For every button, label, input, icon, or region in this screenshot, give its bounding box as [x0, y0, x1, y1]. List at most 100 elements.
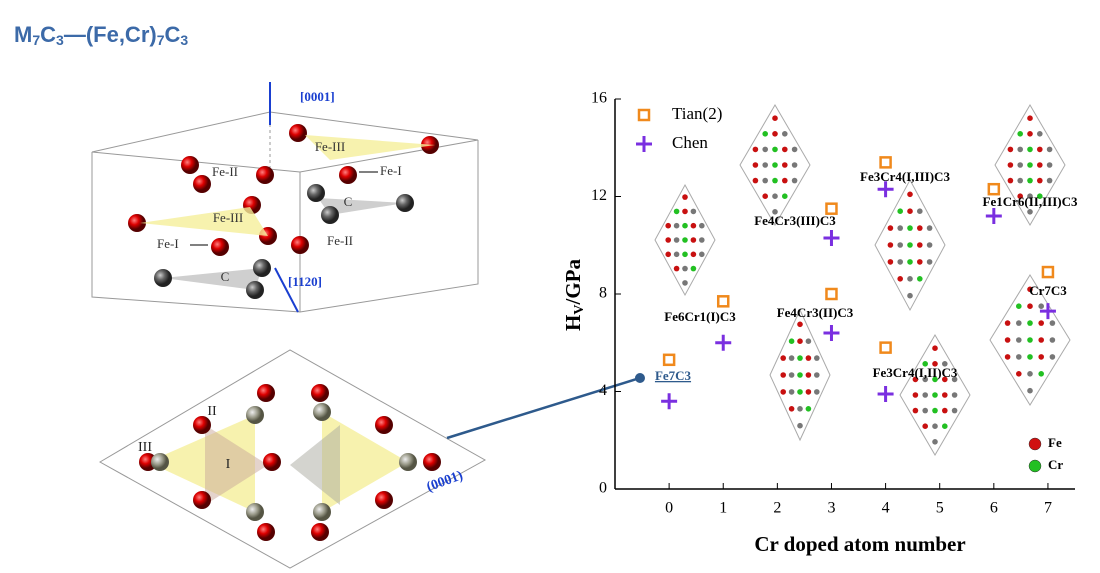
legend-symbol: [639, 110, 649, 120]
fe-atom: [339, 166, 357, 184]
mini-atom: [1037, 178, 1043, 184]
mini-atom: [772, 115, 778, 121]
fe-atom: [375, 491, 393, 509]
x-tick-label: 5: [936, 500, 944, 517]
mini-atom: [1017, 147, 1023, 153]
mini-atom: [1027, 131, 1033, 137]
mini-atom: [897, 242, 903, 248]
mini-atom: [797, 389, 803, 395]
mini-atom: [1037, 131, 1043, 137]
point: [881, 343, 891, 353]
mini-atom: [691, 209, 697, 215]
mini-atom: [913, 408, 919, 414]
c-atom: [151, 453, 169, 471]
y-tick-label: 16: [591, 90, 607, 107]
mini-atom: [753, 178, 759, 184]
point: [664, 355, 674, 365]
point: [826, 289, 836, 299]
mini-atom: [952, 408, 958, 414]
title-part: C: [165, 22, 181, 47]
mini-atom: [932, 439, 938, 445]
mini-atom: [1027, 354, 1033, 360]
point: [989, 184, 999, 194]
mini-atom: [772, 147, 778, 153]
mini-atom: [922, 408, 928, 414]
title-part: 3: [56, 32, 64, 48]
mini-atom: [1050, 337, 1056, 343]
y-axis-label: HV/GPa: [561, 259, 587, 331]
plus: [715, 335, 731, 351]
mini-atom: [665, 223, 671, 229]
annotation: Fe3Cr4(I,II)C3: [873, 365, 958, 380]
mini-atom: [682, 194, 688, 200]
mini-atom: [1027, 162, 1033, 168]
annotation: Cr7C3: [1029, 283, 1067, 298]
c-atom: [154, 269, 172, 287]
y-label-part: H: [561, 315, 585, 331]
mini-atom: [1016, 371, 1022, 377]
mini-atom: [762, 178, 768, 184]
fe-atom: [289, 124, 307, 142]
mini-atom: [907, 242, 913, 248]
mini-atom: [682, 252, 688, 258]
mini-atom: [806, 389, 812, 395]
mini-atom: [1027, 178, 1033, 184]
mini-atom: [1047, 147, 1053, 153]
mini-atom: [806, 355, 812, 361]
mini-atom: [922, 392, 928, 398]
mini-atom: [1047, 178, 1053, 184]
legend-label: Tian(2): [672, 104, 722, 123]
y-tick-label: 8: [599, 285, 607, 302]
annotation: Fe3Cr4(I,III)C3: [860, 169, 950, 184]
mini-atom: [797, 355, 803, 361]
mini-atom: [917, 225, 923, 231]
mini-atom: [917, 259, 923, 265]
point: [986, 208, 1002, 224]
title-part: 3: [180, 32, 188, 48]
mini-atom: [789, 355, 795, 361]
mini-atom: [1027, 388, 1033, 394]
mini-atom: [907, 225, 913, 231]
mini-atom: [782, 162, 788, 168]
mini-atom: [932, 423, 938, 429]
mini-atom: [927, 242, 933, 248]
mini-atom: [1008, 147, 1014, 153]
mini-atom: [674, 209, 680, 215]
atom-legend-label: Cr: [1048, 457, 1063, 472]
diagram-label: C: [221, 269, 230, 284]
annotation: Fe1Cr6(II,III)C3: [983, 194, 1078, 209]
mini-atom: [797, 423, 803, 429]
slide-title: M7C3—(Fe,Cr)7C3: [14, 22, 188, 48]
mini-atom: [1050, 320, 1056, 326]
mini-atom: [806, 406, 812, 412]
diagram-label: II: [207, 404, 217, 419]
mini-atom: [762, 147, 768, 153]
mini-atom: [780, 372, 786, 378]
mini-atom: [1038, 303, 1044, 309]
y-label-part: V: [572, 305, 587, 315]
mini-atom: [1016, 337, 1022, 343]
mini-atom: [897, 259, 903, 265]
mini-atom: [1027, 147, 1033, 153]
x-tick-label: 1: [719, 500, 727, 517]
mini-atom: [932, 408, 938, 414]
mini-atom: [789, 389, 795, 395]
mini-atom: [665, 237, 671, 243]
fe-atom: [311, 523, 329, 541]
mini-atom: [699, 223, 705, 229]
diagram-label: C: [344, 194, 353, 209]
x-tick-label: 4: [882, 500, 890, 517]
mini-atom: [814, 372, 820, 378]
mini-atom: [782, 147, 788, 153]
mini-atom: [674, 223, 680, 229]
mini-atom: [792, 162, 798, 168]
mini-atom: [806, 372, 812, 378]
fe-atom: [193, 491, 211, 509]
diagram-label: Fe-I: [157, 236, 179, 251]
annotation: Fe6Cr1(I)C3: [664, 309, 736, 324]
fe-atom: [257, 523, 275, 541]
plus: [661, 393, 677, 409]
diagram-label: Fe-III: [213, 210, 243, 225]
mini-atom: [1016, 303, 1022, 309]
mini-atom: [814, 355, 820, 361]
